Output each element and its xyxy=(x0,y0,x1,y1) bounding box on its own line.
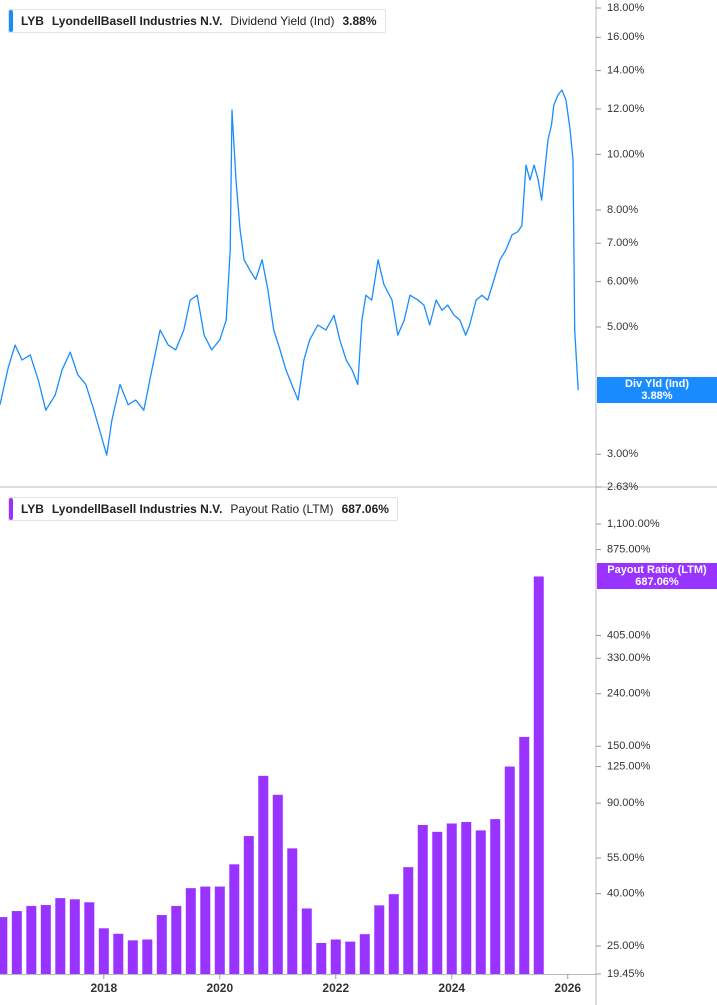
y-tick-label: 16.00% xyxy=(607,31,645,43)
y-tick-label: 150.00% xyxy=(607,740,651,752)
y-tick-label: 25.00% xyxy=(607,940,645,952)
bar xyxy=(490,819,501,974)
bar xyxy=(229,864,240,974)
x-tick-label: 2022 xyxy=(322,981,349,995)
y-tick-label: 405.00% xyxy=(607,629,651,641)
bar xyxy=(446,823,457,974)
bar xyxy=(258,775,269,974)
y-tick-label: 3.00% xyxy=(607,448,638,460)
bar xyxy=(11,911,22,974)
bar xyxy=(98,928,109,974)
bar xyxy=(113,933,124,974)
y-tick-label: 5.00% xyxy=(607,321,638,333)
legend-header: LYB LyondellBasell Industries N.V. Payout … xyxy=(8,497,398,521)
company-name: LyondellBasell Industries N.V. xyxy=(51,502,223,516)
bar xyxy=(185,888,196,974)
y-tick-label: 12.00% xyxy=(607,103,645,115)
bar xyxy=(0,917,8,974)
bar xyxy=(272,794,283,974)
bar xyxy=(519,736,530,974)
y-tick-label: 19.45% xyxy=(607,968,645,980)
bar xyxy=(475,830,486,974)
bar xyxy=(504,766,515,974)
bar xyxy=(533,576,544,974)
bar xyxy=(69,899,80,974)
bar xyxy=(40,905,51,974)
x-tick-label: 2018 xyxy=(90,981,117,995)
bar xyxy=(417,824,428,974)
legend-header: LYB LyondellBasell Industries N.V. Dividen… xyxy=(8,9,386,33)
bar xyxy=(301,908,312,974)
bar xyxy=(330,939,341,974)
y-tick-label: 875.00% xyxy=(607,543,651,555)
legend-swatch xyxy=(9,498,13,520)
bar xyxy=(461,822,472,974)
bar xyxy=(26,905,37,974)
series-name: Dividend Yield (Ind) xyxy=(230,14,335,28)
bar xyxy=(374,905,385,974)
badge-value: 687.06% xyxy=(635,576,679,589)
ticker: LYB xyxy=(21,502,44,516)
bar xyxy=(432,831,443,974)
y-tick-label: 7.00% xyxy=(607,237,638,249)
y-tick-label: 55.00% xyxy=(607,852,645,864)
bar xyxy=(171,905,182,974)
bar xyxy=(345,941,356,974)
badge-name: Div Yld (Ind) xyxy=(625,378,689,391)
y-tick-label: 240.00% xyxy=(607,688,651,700)
last-value: 687.06% xyxy=(341,502,389,516)
y-tick-label: 10.00% xyxy=(607,148,645,160)
bar xyxy=(214,886,225,974)
bar xyxy=(403,867,414,974)
y-tick-label: 90.00% xyxy=(607,797,645,809)
y-tick-label: 40.00% xyxy=(607,887,645,899)
bar xyxy=(316,942,327,974)
bar xyxy=(287,848,298,974)
y-tick-label: 14.00% xyxy=(607,64,645,76)
bar xyxy=(156,915,167,974)
badge-value: 3.88% xyxy=(641,390,673,403)
value-badge: Div Yld (Ind) 3.88% xyxy=(597,377,717,404)
legend-swatch xyxy=(9,10,13,32)
bar xyxy=(388,894,399,974)
x-tick-label: 2026 xyxy=(554,981,581,995)
y-tick-label: 8.00% xyxy=(607,204,638,216)
bar xyxy=(55,898,66,974)
bar xyxy=(84,902,95,974)
badge-name: Payout Ratio (LTM) xyxy=(607,564,707,577)
ticker: LYB xyxy=(21,14,44,28)
bar xyxy=(200,886,211,974)
value-badge: Payout Ratio (LTM) 687.06% xyxy=(597,563,717,590)
bar xyxy=(142,939,153,974)
yield-line xyxy=(0,89,579,456)
series-name: Payout Ratio (LTM) xyxy=(230,502,334,516)
y-tick-label: 2.63% xyxy=(607,481,638,493)
x-tick-label: 2020 xyxy=(206,981,233,995)
bar xyxy=(359,934,370,974)
y-tick-label: 18.00% xyxy=(607,2,645,14)
y-tick-label: 330.00% xyxy=(607,652,651,664)
bar xyxy=(243,836,254,974)
y-tick-label: 1,100.00% xyxy=(607,518,660,530)
y-tick-label: 125.00% xyxy=(607,760,651,772)
last-value: 3.88% xyxy=(342,14,377,28)
x-tick-label: 2024 xyxy=(438,981,465,995)
y-tick-label: 6.00% xyxy=(607,276,638,288)
bar xyxy=(127,940,138,974)
company-name: LyondellBasell Industries N.V. xyxy=(51,14,223,28)
